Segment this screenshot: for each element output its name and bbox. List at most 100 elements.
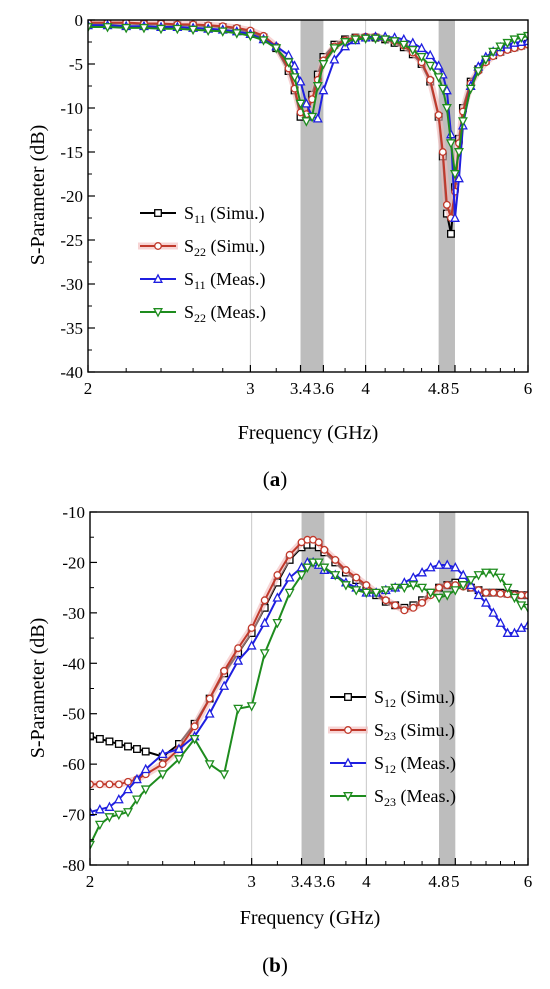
data-point-a-s11_meas-20 [329,54,340,64]
data-point-b-s12_meas-35 [450,561,461,572]
data-point-b-s23_meas-16 [284,588,295,599]
data-point-b-s12_simu-6 [141,747,150,756]
data-point-b-s23_simu-23 [341,566,350,574]
data-point-b-s12_meas-38 [473,589,484,600]
data-point-a-s22_meas-43 [502,38,513,49]
data-point-a-s22_meas-6 [188,25,199,36]
x-tick-label-b-5: 4.8 [428,872,449,891]
panel-label-b-open: ( [262,953,269,977]
data-point-b-s23_meas-36 [458,581,469,591]
data-point-b-s23_simu-15 [273,571,282,579]
data-point-b-s23_simu-20 [314,538,323,547]
data-point-b-s12_simu-0 [90,732,94,741]
panel-label-a-open: ( [263,467,270,491]
legend-symbol-a-1: S [184,236,194,256]
data-point-a-s22_simu-30 [426,75,435,84]
data-point-a-s22_meas-21 [340,38,351,48]
data-point-a-s22_simu-33 [442,200,451,209]
x-tick-label-a-2: 3.4 [290,379,312,398]
y-tick-label-a-2: -10 [60,99,83,118]
legend-symbol-b-0: S [374,687,384,707]
data-point-a-s22_meas-0 [88,23,93,33]
data-point-b-s23_meas-5 [131,795,142,805]
x-tick-label-b-6: 5 [451,872,460,891]
x-tick-label-a-3: 3.6 [313,379,334,398]
legend-symbol-b-2: S [374,753,384,773]
data-point-b-s23_meas-31 [417,583,428,594]
legend-subscript-a-3: 22 [194,311,206,325]
data-point-b-s12_meas-30 [408,572,419,582]
data-point-b-s12_meas-10 [204,708,215,718]
data-point-b-s23_meas-1 [94,820,105,831]
data-point-b-s23_meas-20 [313,558,324,568]
data-point-b-s23_meas-7 [157,770,168,780]
y-tick-label-b-6: -70 [62,806,85,825]
data-point-a-s22_meas-42 [495,42,506,52]
data-point-b-s23_meas-41 [495,573,506,584]
y-tick-label-a-7: -35 [60,319,83,338]
data-point-a-s22_meas-27 [398,40,409,51]
data-point-a-s22_meas-18 [312,82,323,92]
data-point-a-s22_meas-20 [329,44,340,54]
legend-a: S11 (Simu.)S22 (Simu.)S11 (Meas.)S22 (Me… [138,203,266,325]
data-point-b-s12_meas-14 [259,617,270,627]
data-point-b-s23_simu-10 [205,694,214,703]
data-point-b-s23_meas-44 [516,601,527,611]
legend-subscript-a-2: 11 [194,278,206,292]
data-point-b-s12_meas-45 [523,619,528,630]
y-tick-label-a-5: -25 [60,231,83,250]
data-point-b-s12_meas-4 [123,783,133,794]
data-point-b-s23_meas-42 [502,583,513,594]
data-point-a-s11_meas-18 [312,113,323,123]
legend-item-a-0: S11 (Simu.) [140,203,265,226]
band-b-1 [439,512,456,865]
data-point-b-s23_simu-29 [400,606,409,615]
data-point-b-s23_meas-0 [90,840,95,851]
data-point-b-s12_simu-2 [105,737,114,746]
data-point-b-s23_meas-9 [189,734,200,745]
data-point-b-s23_simu-33 [435,583,443,592]
legend-label-b-0: S12 (Simu.) [374,687,455,710]
panel-label-b-close: ) [281,953,288,977]
data-point-b-s23_simu-45 [524,591,528,600]
data-point-b-s12_meas-16 [284,572,295,582]
data-point-b-s23_meas-33 [434,593,445,604]
data-point-b-s23_simu-0 [90,780,94,789]
legend-label-a-1: S22 (Simu.) [184,236,265,259]
data-point-a-s22_meas-9 [231,29,242,39]
data-point-b-s12_meas-39 [481,597,491,607]
data-point-b-s23_meas-17 [296,571,307,581]
y-tick-label-b-3: -40 [62,654,85,673]
panel-a: 2 3 3.4 3.6 4 4.8 5 60-5-10-15-20-25-30-35-40S1… [27,11,532,491]
y-tick-label-a-0: 0 [75,11,84,30]
data-point-b-s12_simu-1 [95,734,104,743]
data-point-b-s23_meas-35 [450,586,461,596]
data-point-b-s23_simu-13 [247,624,256,632]
data-point-a-s22_simu-32 [438,148,447,156]
data-point-a-s22_meas-3 [138,23,149,34]
data-point-a-s22_meas-38 [465,84,476,95]
legend-label-b-3: S23 (Meas.) [374,786,456,809]
legend-marker-b-1 [344,726,352,734]
data-point-b-s23_simu-2 [105,780,114,789]
legend-suffix-b-3: (Meas.) [396,786,456,807]
x-tick-label-b-0: 2 [86,872,95,891]
x-tick-label-a-7: 6 [524,379,533,398]
data-point-b-s23_meas-10 [204,760,215,770]
data-point-b-s12_meas-42 [502,627,513,637]
data-point-b-s12_meas-6 [140,763,151,774]
legend-suffix-b-0: (Simu.) [396,687,455,708]
data-point-b-s23_simu-30 [409,603,418,612]
data-point-a-s22_meas-24 [370,34,381,44]
x-tick-label-b-4: 4 [362,872,371,891]
data-point-a-s22_meas-7 [203,26,214,37]
legend-subscript-b-0: 12 [384,696,396,710]
data-point-b-s12_meas-1 [94,804,105,814]
data-point-b-s23_meas-25 [361,588,372,599]
data-point-a-s22_meas-28 [407,45,418,56]
data-point-b-s23_meas-45 [523,603,528,614]
plot-area-b: 2 3 3.4 3.6 4 4.8 5 6-10-20-30-40-50-60-70-80S1… [62,503,532,891]
data-point-b-s23_simu-39 [482,588,490,597]
data-point-b-s23_simu-44 [517,591,526,600]
x-tick-label-a-6: 5 [451,379,460,398]
